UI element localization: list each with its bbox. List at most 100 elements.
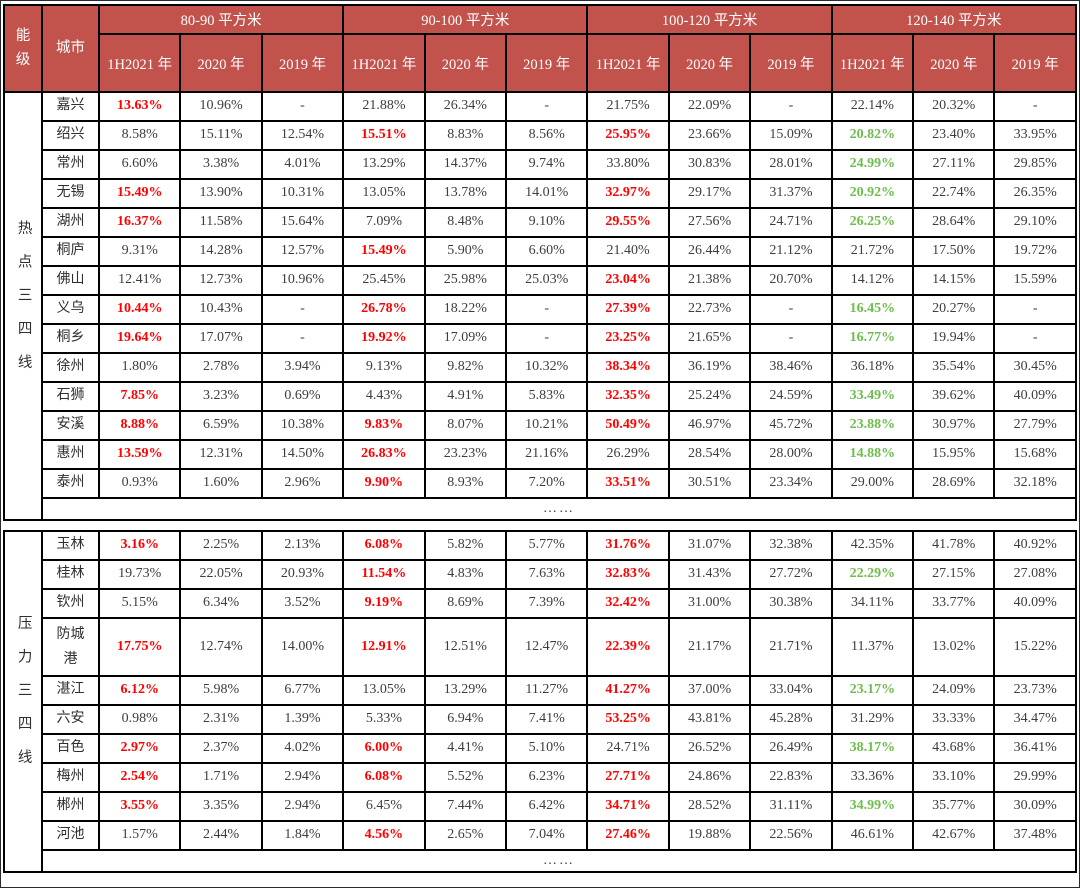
value-cell: 12.41% [97, 265, 182, 296]
value-cell: 26.83% [342, 439, 426, 470]
value-cell: 30.38% [749, 588, 833, 619]
value-cell: 5.52% [423, 762, 508, 793]
city-cell: 梅州 [41, 762, 100, 793]
value-cell: 7.39% [505, 588, 589, 619]
value-cell: 1.60% [179, 468, 263, 499]
value-cell: 31.29% [830, 704, 915, 735]
value-cell: 7.85% [97, 381, 182, 412]
city-cell: 石狮 [41, 381, 100, 412]
value-cell: 27.08% [993, 559, 1077, 590]
value-cell: 27.56% [667, 207, 752, 238]
value-cell: 33.33% [912, 704, 996, 735]
value-cell: 53.25% [586, 704, 670, 735]
value-cell: 1.80% [97, 352, 182, 383]
value-cell: 9.90% [342, 468, 426, 499]
table-row: 安溪 8.88% 6.59% 10.38% 9.83% 8.07% 10.21% 50.49%… [4, 410, 1077, 441]
value-cell: 28.69% [912, 468, 996, 499]
value-cell: 3.23% [179, 381, 263, 412]
tier-label-cell: 压力三四线 [3, 530, 43, 873]
value-cell: 19.64% [97, 323, 182, 354]
table-pressure-tier: 压力三四线 玉林 3.16% 2.25% 2.13% 6.08% 5.82% 5.77% 31.… [3, 530, 1077, 873]
value-cell: 31.00% [667, 588, 752, 619]
value-cell: 26.25% [830, 207, 915, 238]
value-cell: 8.83% [423, 120, 508, 151]
value-cell: 13.05% [342, 178, 426, 209]
table-row: 义乌 10.44% 10.43% -26.78% 18.22% -27.39% 22.73%… [4, 294, 1077, 325]
value-cell: 5.98% [179, 675, 263, 706]
value-cell: 46.61% [830, 820, 915, 851]
value-cell: 12.74% [179, 617, 263, 677]
value-cell: 2.97% [97, 733, 182, 764]
value-cell: 36.41% [993, 733, 1077, 764]
value-cell: 6.45% [342, 791, 426, 822]
city-cell: 六安 [41, 704, 100, 735]
value-cell: 23.73% [993, 675, 1077, 706]
value-cell: 26.35% [993, 178, 1077, 209]
header-year-2020: 2020 年 [423, 33, 508, 93]
value-cell: 15.68% [993, 439, 1077, 470]
value-cell: 24.99% [830, 149, 915, 180]
value-cell: 5.15% [97, 588, 182, 619]
city-cell: 湖州 [41, 207, 100, 238]
value-cell: 29.00% [830, 468, 915, 499]
table-row: 绍兴 8.58% 15.11% 12.54% 15.51% 8.83% 8.56% 25.95… [4, 120, 1077, 151]
value-cell: 20.32% [912, 91, 996, 122]
value-cell: 19.73% [97, 559, 182, 590]
value-cell: 12.91% [342, 617, 426, 677]
value-cell: 5.83% [505, 381, 589, 412]
value-cell: 23.17% [830, 675, 915, 706]
value-cell: 29.10% [993, 207, 1077, 238]
value-cell: 12.73% [179, 265, 263, 296]
table-row: 钦州 5.15% 6.34% 3.52% 9.19% 8.69% 7.39% 32.42% 31… [4, 588, 1077, 619]
value-cell: - [260, 91, 345, 122]
value-cell: 17.07% [179, 323, 263, 354]
value-cell: 14.37% [423, 149, 508, 180]
value-cell: 2.13% [260, 530, 345, 561]
value-cell: 2.94% [260, 762, 345, 793]
value-cell: 24.71% [586, 733, 670, 764]
value-cell: 7.04% [505, 820, 589, 851]
header-year-1h2021: 1H2021 年 [342, 33, 426, 93]
table-row: 桂林 19.73% 22.05% 20.93% 11.54% 4.83% 7.63% 32.8… [4, 559, 1077, 590]
value-cell: 26.29% [586, 439, 670, 470]
table-row: 梅州 2.54% 1.71% 2.94% 6.08% 5.52% 6.23% 27.71% 24… [4, 762, 1077, 793]
value-cell: 10.96% [260, 265, 345, 296]
table-row: 湖州 16.37% 11.58% 15.64% 7.09% 8.48% 9.10% 29.55… [4, 207, 1077, 238]
table-row: 桐庐 9.31% 14.28% 12.57% 15.49% 5.90% 6.60% 21.40… [4, 236, 1077, 267]
value-cell: 14.01% [505, 178, 589, 209]
value-cell: 19.92% [342, 323, 426, 354]
table-row: 常州 6.60% 3.38% 4.01% 13.29% 14.37% 9.74% 33.80%… [4, 149, 1077, 180]
value-cell: 5.90% [423, 236, 508, 267]
value-cell: 1.84% [260, 820, 345, 851]
value-cell: 1.39% [260, 704, 345, 735]
city-cell: 无锡 [41, 178, 100, 209]
value-cell: 25.95% [586, 120, 670, 151]
value-cell: 34.99% [830, 791, 915, 822]
value-cell: 41.78% [912, 530, 996, 561]
value-cell: 32.38% [749, 530, 833, 561]
value-cell: 30.09% [993, 791, 1077, 822]
value-cell: 31.76% [586, 530, 670, 561]
value-cell: 17.09% [423, 323, 508, 354]
value-cell: 23.23% [423, 439, 508, 470]
value-cell: 36.19% [667, 352, 752, 383]
value-cell: 33.95% [993, 120, 1077, 151]
value-cell: 21.75% [586, 91, 670, 122]
value-cell: 4.02% [260, 733, 345, 764]
value-cell: 37.00% [667, 675, 752, 706]
value-cell: 19.94% [912, 323, 996, 354]
value-cell: 2.31% [179, 704, 263, 735]
city-cell: 玉林 [41, 530, 100, 561]
value-cell: 6.60% [505, 236, 589, 267]
city-cell: 惠州 [41, 439, 100, 470]
value-cell: 10.32% [505, 352, 589, 383]
value-cell: 6.77% [260, 675, 345, 706]
tier-label-text: 热点三四线 [15, 219, 32, 388]
table-row: 桐乡 19.64% 17.07% -19.92% 17.09% -23.25% 21.65%… [4, 323, 1077, 354]
value-cell: 6.23% [505, 762, 589, 793]
value-cell: 14.28% [179, 236, 263, 267]
value-cell: 14.00% [260, 617, 345, 677]
header-city: 城市 [41, 4, 100, 93]
city-cell: 徐州 [41, 352, 100, 383]
value-cell: 23.88% [830, 410, 915, 441]
